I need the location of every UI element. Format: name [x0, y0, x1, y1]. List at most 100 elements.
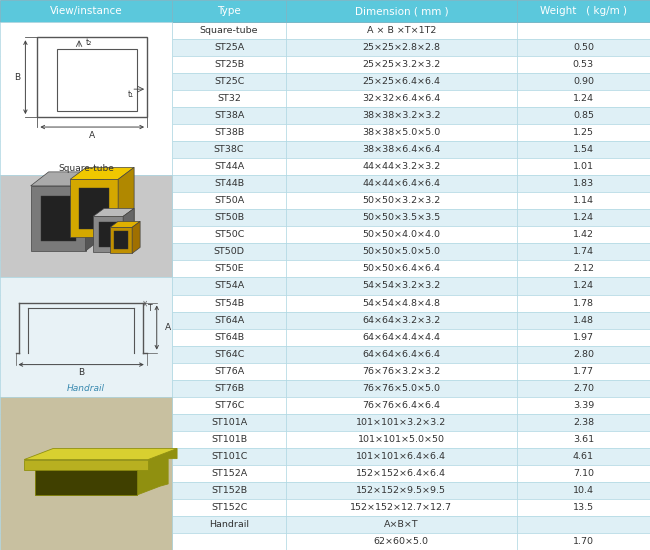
Text: Weight   ( kg/m ): Weight ( kg/m ) [540, 6, 627, 16]
Bar [286, 516, 517, 533]
Bar [517, 414, 650, 431]
Text: 64×64×4.4×4.4: 64×64×4.4×4.4 [363, 333, 441, 342]
Bar [172, 227, 286, 244]
Text: 7.10: 7.10 [573, 469, 594, 478]
Text: 50×50×4.0×4.0: 50×50×4.0×4.0 [363, 230, 441, 239]
Bar [0, 192, 172, 210]
Text: 38×38×3.2×3.2: 38×38×3.2×3.2 [362, 111, 441, 120]
Bar [0, 397, 172, 550]
Text: 1.74: 1.74 [573, 248, 594, 256]
Bar [286, 90, 517, 107]
Bar [517, 0, 650, 22]
Bar [172, 499, 286, 516]
Bar [286, 141, 517, 158]
Polygon shape [24, 448, 177, 460]
Text: B: B [78, 368, 84, 377]
Bar [0, 124, 172, 141]
Text: ST50B: ST50B [214, 213, 244, 222]
Bar [286, 192, 517, 210]
Bar [0, 465, 172, 482]
Text: 1.25: 1.25 [573, 128, 594, 137]
Text: 44×44×6.4×6.4: 44×44×6.4×6.4 [363, 179, 441, 188]
Bar [0, 261, 172, 278]
Text: ST50E: ST50E [214, 265, 244, 273]
Bar [172, 482, 286, 499]
Text: 0.85: 0.85 [573, 111, 594, 120]
Text: 1.42: 1.42 [573, 230, 594, 239]
Bar [286, 533, 517, 550]
Bar [0, 56, 172, 73]
Text: 50×50×6.4×6.4: 50×50×6.4×6.4 [363, 265, 441, 273]
Bar [286, 482, 517, 499]
Text: 13.5: 13.5 [573, 503, 594, 512]
Text: 1.54: 1.54 [573, 145, 594, 154]
Bar [286, 244, 517, 261]
Text: ST38C: ST38C [214, 145, 244, 154]
Text: 25×25×6.4×6.4: 25×25×6.4×6.4 [363, 77, 441, 86]
Bar [0, 107, 172, 124]
Text: ST25C: ST25C [214, 77, 244, 86]
Text: 101×101×3.2×3.2: 101×101×3.2×3.2 [356, 418, 447, 427]
Text: ST32: ST32 [217, 94, 241, 103]
Bar [517, 294, 650, 311]
Bar [517, 345, 650, 362]
Text: ST50D: ST50D [214, 248, 244, 256]
Polygon shape [86, 172, 103, 251]
Bar [517, 499, 650, 516]
Text: ST38B: ST38B [214, 128, 244, 137]
Text: 1.01: 1.01 [573, 162, 594, 171]
Text: 3.39: 3.39 [573, 401, 594, 410]
Bar [517, 175, 650, 192]
Text: 44×44×3.2×3.2: 44×44×3.2×3.2 [362, 162, 441, 171]
Bar [172, 22, 286, 39]
Polygon shape [93, 208, 134, 216]
Bar [286, 22, 517, 39]
Bar [0, 414, 172, 431]
Text: B: B [14, 73, 20, 82]
Text: 1.83: 1.83 [573, 179, 594, 188]
Polygon shape [137, 448, 177, 495]
Text: t₁: t₁ [128, 90, 135, 98]
Bar [517, 328, 650, 345]
Polygon shape [31, 186, 86, 251]
Text: View/instance: View/instance [50, 6, 122, 16]
Bar [286, 73, 517, 90]
Bar [286, 175, 517, 192]
Bar [286, 362, 517, 379]
Text: ST50A: ST50A [214, 196, 244, 205]
Text: ST152C: ST152C [211, 503, 247, 512]
Bar [286, 0, 517, 22]
Bar [0, 227, 172, 244]
Polygon shape [110, 222, 140, 227]
Text: Handrail: Handrail [209, 520, 249, 529]
Bar [172, 0, 286, 22]
Bar [172, 124, 286, 141]
Bar [517, 124, 650, 141]
Text: 1.70: 1.70 [573, 537, 594, 546]
Bar [0, 278, 172, 397]
Bar [0, 499, 172, 516]
Bar [172, 379, 286, 397]
Polygon shape [79, 188, 109, 229]
Bar [172, 294, 286, 311]
Bar [0, 210, 172, 227]
Bar [517, 192, 650, 210]
Bar [0, 328, 172, 345]
Bar [57, 50, 137, 111]
Text: 54×54×3.2×3.2: 54×54×3.2×3.2 [362, 282, 441, 290]
Text: 2.12: 2.12 [573, 265, 594, 273]
Text: 76×76×5.0×5.0: 76×76×5.0×5.0 [363, 384, 441, 393]
Text: 0.90: 0.90 [573, 77, 594, 86]
Bar [0, 39, 172, 56]
Bar [172, 141, 286, 158]
Text: 4.61: 4.61 [573, 452, 594, 461]
Bar [517, 141, 650, 158]
Bar [0, 294, 172, 311]
Bar [517, 261, 650, 278]
Text: ST152A: ST152A [211, 469, 247, 478]
Bar [0, 90, 172, 107]
Bar [0, 311, 172, 328]
Text: ST44A: ST44A [214, 162, 244, 171]
Bar [172, 39, 286, 56]
Bar [517, 397, 650, 414]
